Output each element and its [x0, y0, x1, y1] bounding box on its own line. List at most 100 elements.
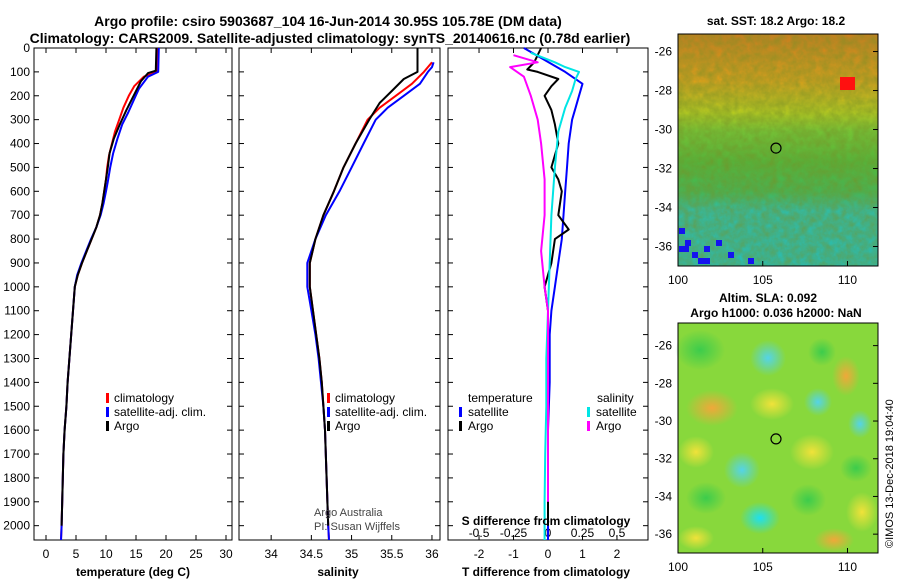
xtick-label: 5 [73, 547, 80, 561]
legend-swatch-argo [327, 421, 330, 431]
map-ytick-label: -32 [655, 162, 673, 176]
footer-stamp: ©IMOS 13-Dec-2018 19:04:40 [884, 399, 896, 548]
title-line-2: Climatology: CARS2009. Satellite-adjuste… [30, 30, 631, 46]
legend-label-t-argo: Argo [468, 419, 494, 433]
xtick-label: 35.5 [380, 547, 404, 561]
legend-label-climatology: climatology [335, 391, 395, 405]
ytick-label: 1800 [3, 471, 30, 485]
legend-label-t-satellite: satellite [468, 405, 509, 419]
temperature-legend: climatology satellite-adj. clim. Argo [106, 391, 206, 433]
legend-swatch-argo [106, 421, 109, 431]
sst-map-frame [677, 33, 879, 267]
legend-swatch-s-satellite [587, 407, 590, 417]
map-ytick-label: -34 [655, 489, 673, 503]
xtick-label: 35 [345, 547, 359, 561]
sla-map-panel: Altim. SLA: 0.092 Argo h1000: 0.036 h200… [655, 291, 879, 574]
s-difference-label: S difference from climatology [462, 514, 631, 528]
ytick-label: 400 [10, 137, 30, 151]
legend-label-satellite: satellite-adj. clim. [114, 405, 206, 419]
xtick-label: 25 [189, 547, 203, 561]
map-ytick-label: -28 [655, 376, 673, 390]
xtick-label: 0 [545, 547, 552, 561]
difference-legend-salinity: salinity satellite Argo [587, 391, 637, 433]
map-ytick-label: -26 [655, 45, 673, 59]
legend-label-s-satellite: satellite [596, 405, 637, 419]
map-xtick-label: 110 [838, 273, 857, 287]
legend-swatch-satellite [106, 407, 109, 417]
sla-eddies [675, 330, 878, 552]
ytick-label: 600 [10, 184, 30, 198]
sla-map-frame [677, 322, 879, 554]
xtick-label: 0 [43, 547, 50, 561]
map-ytick-label: -28 [655, 84, 673, 98]
legend-label-argo: Argo [335, 419, 361, 433]
xtick-label: -1 [508, 547, 519, 561]
legend-title-salinity: salinity [597, 391, 634, 405]
t-difference-xlabel: T difference from climatology [462, 565, 630, 579]
ytick-label: 700 [10, 208, 30, 222]
sst-texture-warm [678, 34, 878, 266]
series-line-argo [60, 47, 158, 526]
temperature-panel: 0100200300400500600700800900100011001200… [3, 41, 233, 579]
legend-swatch-climatology [327, 393, 330, 403]
xtick-label: 1 [579, 547, 586, 561]
legend-title-temperature: temperature [468, 391, 533, 405]
legend-label-climatology: climatology [114, 391, 174, 405]
s-diff-tick-label: 0.5 [609, 526, 626, 540]
ytick-label: 500 [10, 160, 30, 174]
xtick-label: 15 [129, 547, 143, 561]
sla-map-title-2: Argo h1000: 0.036 h2000: NaN [690, 306, 861, 320]
s-diff-tick-label: 0.25 [571, 526, 595, 540]
ytick-label: 2000 [3, 519, 30, 533]
xtick-label: 36 [425, 547, 439, 561]
salinity-panel: 34 34.5 35 35.5 36 salinity climatology sate… [238, 47, 441, 579]
legend-label-satellite: satellite-adj. clim. [335, 405, 427, 419]
sst-argo-position-marker [770, 142, 782, 154]
legend-label-s-argo: Argo [596, 419, 622, 433]
ytick-label: 1300 [3, 351, 30, 365]
xtick-label: 34 [264, 547, 278, 561]
map-ytick-label: -36 [655, 527, 673, 541]
salinity-xlabel: salinity [317, 565, 359, 579]
ytick-label: 1600 [3, 423, 30, 437]
salinity-axes [238, 47, 441, 541]
map-ytick-label: -32 [655, 452, 673, 466]
sla-argo-position-marker [770, 433, 782, 445]
temperature-xlabel: temperature (deg C) [76, 565, 190, 579]
xtick-label: 20 [159, 547, 173, 561]
map-ytick-label: -26 [655, 339, 673, 353]
sst-blue-patches [679, 228, 754, 264]
sst-hot-patch [840, 77, 855, 90]
map-ytick-label: -30 [655, 414, 673, 428]
series-line-argo [308, 48, 419, 526]
credit-line-2: PI: Susan Wijffels [314, 521, 400, 533]
legend-swatch-satellite [327, 407, 330, 417]
sst-map-panel: sat. SST: 18.2 Argo: 18.2 100 105 110 -26 -2… [655, 14, 879, 287]
ytick-label: 1900 [3, 495, 30, 509]
series-line-salinity-satellite [530, 51, 580, 540]
difference-legend-temperature: temperature satellite Argo [459, 391, 533, 433]
xtick-label: 34.5 [300, 547, 324, 561]
sla-map-title-1: Altim. SLA: 0.092 [719, 291, 817, 305]
ytick-label: 100 [10, 65, 30, 79]
title-line-1: Argo profile: csiro 5903687_104 16-Jun-2… [94, 13, 562, 29]
legend-swatch-t-argo [459, 421, 462, 431]
xtick-label: -2 [474, 547, 485, 561]
ytick-label: 1200 [3, 328, 30, 342]
ytick-label: 1100 [4, 304, 30, 318]
legend-swatch-s-argo [587, 421, 590, 431]
ytick-label: 1000 [3, 280, 30, 294]
ytick-label: 800 [10, 232, 30, 246]
s-diff-tick-label: -0.5 [469, 526, 490, 540]
legend-label-argo: Argo [114, 419, 140, 433]
ytick-label: 1500 [3, 399, 30, 413]
legend-swatch-climatology [106, 393, 109, 403]
s-diff-tick-label: -0.25 [500, 526, 528, 540]
ytick-label: 1400 [3, 375, 30, 389]
credit-line-1: Argo Australia [314, 507, 383, 519]
xtick-label: 30 [219, 547, 233, 561]
map-ytick-label: -36 [655, 240, 673, 254]
ytick-label: 300 [10, 113, 30, 127]
xtick-label: 2 [614, 547, 621, 561]
